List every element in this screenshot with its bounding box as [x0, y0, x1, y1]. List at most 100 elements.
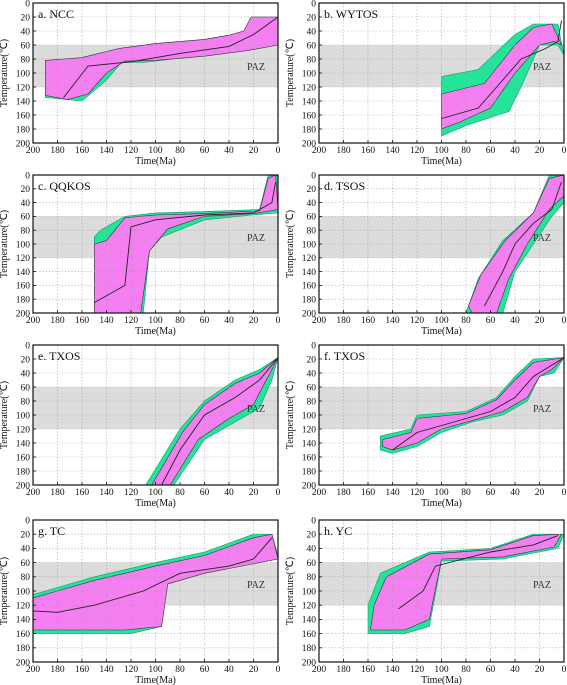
x-axis-title: Time(Ma): [421, 156, 462, 167]
x-tick-label: 140: [99, 665, 114, 675]
paz-label: PAZ: [247, 580, 265, 591]
best-fit-path: [441, 20, 562, 119]
y-tick-label: 80: [307, 573, 317, 583]
y-tick-label: 200: [302, 481, 317, 491]
x-tick-label: 160: [75, 665, 90, 675]
paz-label: PAZ: [533, 580, 551, 591]
x-tick-label: 160: [75, 316, 90, 326]
x-tick-label: 200: [312, 665, 327, 675]
y-tick-label: 60: [21, 383, 31, 393]
y-tick-label: 100: [302, 587, 317, 597]
y-tick-label: 140: [302, 616, 317, 626]
best-fit-path: [398, 535, 559, 610]
paz-label: PAZ: [247, 233, 265, 244]
paz-label: PAZ: [533, 62, 551, 73]
y-tick-label: 100: [16, 240, 31, 250]
best-fit-path: [94, 181, 277, 303]
x-tick-label: 180: [50, 146, 65, 156]
y-tick-label: 100: [16, 411, 31, 421]
acceptable-fit-envelope: [32, 533, 279, 631]
y-tick-label: 180: [16, 644, 31, 654]
y-tick-label: 120: [302, 602, 317, 612]
paz-label: PAZ: [533, 233, 551, 244]
y-tick-label: 80: [21, 397, 31, 407]
y-tick-label: 60: [21, 213, 31, 223]
y-tick-label: 180: [302, 296, 317, 306]
x-tick-label: 80: [461, 488, 471, 498]
panel-title: f. TXOS: [324, 349, 365, 363]
x-tick-label: 140: [385, 665, 400, 675]
panel-title: e. TXOS: [38, 349, 80, 363]
y-tick-label: 180: [302, 467, 317, 477]
x-tick-label: 80: [175, 488, 185, 498]
x-tick-label: 160: [361, 146, 376, 156]
paz-label: PAZ: [533, 404, 551, 415]
x-tick-label: 0: [562, 488, 567, 498]
y-tick-label: 0: [311, 171, 316, 181]
y-axis-title: Temperature(℃): [285, 381, 296, 449]
y-tick-label: 80: [21, 227, 31, 237]
y-tick-label: 20: [307, 355, 317, 365]
y-tick-label: 80: [307, 397, 317, 407]
x-tick-label: 20: [535, 665, 545, 675]
x-tick-label: 180: [336, 665, 351, 675]
y-tick-label: 40: [21, 199, 31, 209]
x-tick-label: 200: [26, 488, 41, 498]
x-tick-label: 0: [276, 316, 281, 326]
y-tick-label: 60: [307, 383, 317, 393]
y-tick-label: 180: [16, 467, 31, 477]
y-tick-label: 200: [16, 658, 31, 668]
x-tick-label: 0: [276, 665, 281, 675]
x-axis-title: Time(Ma): [135, 156, 176, 167]
x-tick-label: 120: [124, 488, 139, 498]
y-tick-label: 120: [302, 83, 317, 93]
panel-title: b. WYTOS: [324, 7, 378, 21]
y-tick-label: 0: [25, 341, 30, 351]
x-tick-label: 80: [175, 665, 185, 675]
x-tick-label: 140: [99, 146, 114, 156]
y-tick-label: 200: [302, 309, 317, 319]
y-tick-label: 160: [302, 111, 317, 121]
y-tick-label: 140: [302, 268, 317, 278]
y-tick-label: 120: [302, 425, 317, 435]
y-tick-label: 80: [307, 227, 317, 237]
y-tick-label: 120: [302, 254, 317, 264]
x-tick-label: 140: [385, 146, 400, 156]
y-tick-label: 20: [307, 185, 317, 195]
x-tick-label: 100: [148, 488, 163, 498]
panel-title: a. NCC: [38, 7, 74, 21]
y-axis-title: Temperature(℃): [0, 381, 10, 449]
y-tick-label: 100: [16, 587, 31, 597]
x-tick-label: 100: [148, 146, 163, 156]
y-tick-label: 40: [307, 369, 317, 379]
x-tick-label: 20: [535, 488, 545, 498]
y-tick-label: 0: [25, 0, 30, 9]
panel-title: c. QQKOS: [38, 179, 91, 193]
x-tick-label: 100: [148, 665, 163, 675]
y-tick-label: 160: [302, 453, 317, 463]
panel-c: 200 180 160 140 120 100 80 60 40 20 00204060801001…: [0, 171, 281, 337]
best-fit-path: [161, 357, 279, 486]
y-tick-label: 100: [302, 411, 317, 421]
x-tick-label: 100: [434, 488, 449, 498]
y-tick-label: 60: [307, 559, 317, 569]
y-tick-label: 0: [25, 171, 30, 181]
y-tick-label: 200: [302, 658, 317, 668]
x-tick-label: 60: [486, 316, 496, 326]
x-tick-label: 200: [312, 146, 327, 156]
x-axis-title: Time(Ma): [421, 326, 462, 337]
x-tick-label: 180: [50, 665, 65, 675]
x-tick-label: 0: [562, 146, 567, 156]
y-axis-title: Temperature(℃): [285, 557, 296, 625]
x-tick-label: 140: [385, 488, 400, 498]
x-tick-label: 160: [75, 488, 90, 498]
paz-band: [319, 562, 564, 606]
panel-title: d. TSOS: [324, 179, 365, 193]
x-tick-label: 60: [200, 146, 210, 156]
y-tick-label: 60: [21, 559, 31, 569]
y-tick-label: 100: [302, 240, 317, 250]
y-tick-label: 180: [16, 296, 31, 306]
y-tick-label: 20: [21, 13, 31, 23]
x-tick-label: 20: [535, 316, 545, 326]
y-tick-label: 140: [16, 268, 31, 278]
